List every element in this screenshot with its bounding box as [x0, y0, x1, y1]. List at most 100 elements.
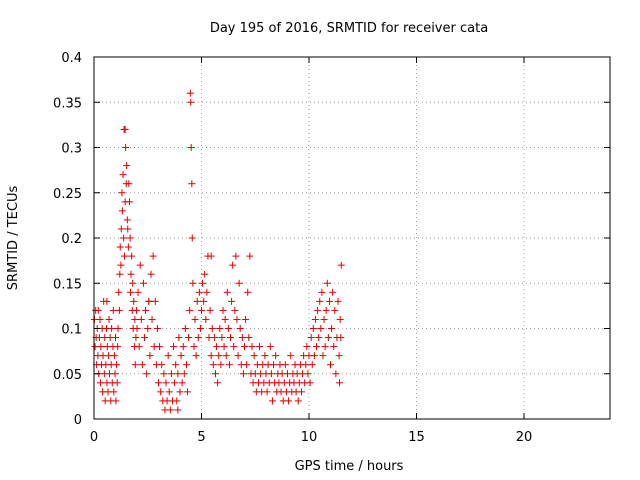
x-axis-label: GPS time / hours — [295, 459, 404, 474]
data-point — [156, 343, 164, 351]
data-point — [270, 361, 278, 369]
data-point — [123, 162, 131, 170]
data-point — [149, 252, 157, 260]
data-point — [188, 180, 196, 188]
data-point — [116, 243, 124, 251]
data-point — [228, 297, 236, 305]
data-point — [311, 315, 319, 323]
data-point — [135, 343, 143, 351]
data-point — [108, 325, 116, 332]
data-point — [328, 325, 336, 332]
data-point — [105, 315, 113, 323]
data-point — [153, 325, 161, 332]
data-point — [155, 379, 162, 387]
data-point — [158, 361, 166, 369]
data-point — [331, 306, 339, 314]
data-point — [177, 352, 185, 360]
data-point — [193, 297, 201, 305]
data-point — [268, 397, 276, 405]
data-point — [126, 234, 134, 242]
data-point — [314, 306, 322, 314]
data-point — [239, 370, 247, 378]
data-point — [186, 89, 194, 97]
data-point — [96, 379, 104, 387]
data-point — [179, 343, 187, 351]
data-point — [242, 315, 250, 323]
data-point — [192, 352, 200, 360]
data-point — [160, 370, 168, 378]
data-point — [122, 144, 130, 151]
data-point — [187, 98, 195, 106]
x-tick-label: 20 — [516, 430, 533, 445]
data-point — [198, 306, 205, 314]
data-point — [318, 288, 326, 296]
data-point — [112, 397, 120, 405]
data-point — [303, 343, 311, 351]
data-point — [181, 325, 189, 332]
data-point — [223, 288, 231, 296]
data-point — [117, 225, 125, 233]
data-point — [157, 388, 165, 396]
data-point — [97, 343, 105, 351]
data-point — [165, 388, 173, 396]
data-point — [213, 343, 221, 351]
data-point — [117, 261, 125, 269]
data-point — [182, 361, 190, 369]
data-point — [129, 279, 137, 287]
data-point — [186, 306, 194, 314]
data-point — [332, 370, 340, 378]
data-point — [234, 352, 242, 360]
data-point — [115, 288, 123, 296]
data-point — [307, 334, 315, 342]
data-point — [209, 361, 217, 369]
y-tick-label: 0.3 — [61, 142, 82, 157]
data-point — [94, 306, 102, 314]
data-point — [124, 225, 132, 233]
data-point — [96, 315, 104, 323]
x-axis-ticks: 0 5 10 15 20 — [90, 57, 532, 445]
data-point — [162, 379, 170, 387]
data-point — [308, 361, 316, 369]
data-point — [225, 361, 233, 369]
chart-title: Day 195 of 2016, SRMTID for receiver cat… — [210, 21, 488, 36]
y-tick-label: 0.1 — [61, 323, 82, 338]
data-point — [167, 370, 175, 378]
data-point — [313, 343, 321, 351]
data-point — [334, 297, 342, 305]
data-point — [166, 406, 174, 414]
data-point — [324, 334, 332, 342]
data-point — [219, 306, 227, 314]
data-point — [125, 180, 133, 188]
data-point — [214, 379, 222, 387]
data-point — [207, 252, 215, 260]
data-point — [125, 198, 133, 206]
data-point — [261, 352, 269, 360]
data-point — [111, 370, 119, 378]
data-point — [170, 343, 178, 351]
data-point — [337, 261, 345, 269]
data-point — [123, 216, 131, 224]
data-point — [109, 306, 117, 314]
data-point — [216, 325, 224, 332]
data-point — [132, 334, 140, 342]
data-point — [127, 270, 135, 278]
data-point — [142, 306, 150, 314]
data-point — [297, 388, 305, 396]
data-point — [113, 379, 121, 387]
data-point — [178, 379, 186, 387]
data-point — [218, 334, 226, 342]
x-tick-label: 0 — [90, 430, 98, 445]
data-point — [118, 189, 126, 197]
plot-frame — [93, 56, 611, 420]
data-point — [329, 288, 337, 296]
data-point — [131, 361, 139, 369]
data-point — [336, 315, 344, 323]
data-point — [110, 388, 118, 396]
data-point — [233, 315, 241, 323]
data-point — [327, 361, 334, 369]
x-tick-label: 5 — [197, 430, 205, 445]
data-point — [222, 352, 230, 360]
data-point — [113, 361, 121, 369]
data-point — [164, 352, 172, 360]
